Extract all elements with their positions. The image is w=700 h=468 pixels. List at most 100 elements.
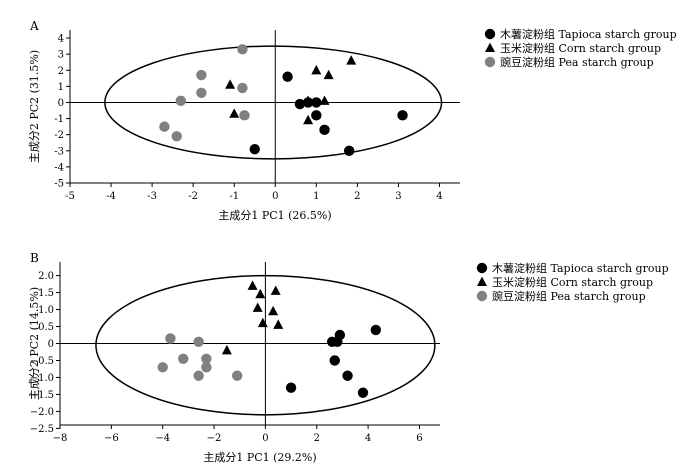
panel-b-label: B [30, 251, 39, 265]
legend-marker [476, 290, 488, 302]
data-point [231, 370, 243, 381]
y-tick-label: 4 [58, 34, 64, 45]
panel-a-axes [69, 30, 460, 184]
legend-entry: 豌豆淀粉组 Pea starch group [492, 289, 646, 303]
panel-b-y-label: 主成分2 PC2 (14.5%) [28, 287, 41, 400]
x-tick-label: -5 [65, 191, 75, 202]
data-point [342, 370, 353, 381]
data-point [255, 288, 266, 299]
panel-b-points [157, 280, 382, 398]
y-tick-label: 2 [58, 66, 64, 77]
y-tick-label: -5 [54, 179, 64, 190]
data-point [294, 98, 306, 110]
data-point [252, 302, 263, 312]
data-point [247, 280, 258, 290]
data-point [239, 110, 250, 121]
legend-marker [484, 56, 496, 68]
data-point [329, 355, 340, 366]
y-tick-label: −1.0 [30, 373, 54, 384]
data-point [323, 69, 334, 80]
legend-marker [484, 28, 496, 40]
x-tick-label: 4 [436, 191, 442, 202]
panel-a-label: A [29, 19, 39, 33]
data-point [357, 387, 369, 398]
data-point [193, 336, 204, 348]
data-point [171, 131, 182, 142]
data-point [346, 55, 357, 65]
y-tick-label: −0.5 [30, 356, 54, 367]
panel-b-x-ticks: −8 −6 −4 −2 0 2 4 6 [53, 425, 423, 444]
y-tick-label: 0 [58, 98, 64, 109]
data-point [196, 87, 207, 99]
data-point [311, 97, 322, 108]
y-tick-label: 0.5 [38, 322, 54, 333]
legend-marker [476, 262, 488, 274]
data-point [319, 95, 330, 105]
y-tick-label: 2.0 [38, 271, 54, 282]
panel-a-x-ticks: -5 -4 -3 -2 -1 0 1 2 3 4 [65, 183, 443, 202]
y-tick-label: 0 [48, 339, 54, 350]
data-point [201, 353, 212, 364]
data-point [303, 114, 314, 125]
y-tick-label: 1 [58, 82, 64, 93]
legend-entry: 木薯淀粉组 Tapioca starch group [500, 27, 677, 41]
panel-a-x-label: 主成分1 PC1 (26.5%) [218, 209, 331, 222]
data-point [343, 145, 355, 156]
data-point [257, 317, 268, 328]
legend-entry: 木薯淀粉组 Tapioca starch group [492, 261, 669, 275]
x-tick-label: -1 [229, 191, 239, 202]
panel-a: A -5 -4 -3 -2 -1 0 1 2 3 4 4 3 2 1 0 -1 -2 -3 -4 -5 主成分1 P… [28, 19, 677, 222]
y-tick-label: -4 [54, 162, 64, 173]
data-point [319, 124, 330, 136]
panel-a-y-label: 主成分2 PC2 (31.5%) [28, 50, 41, 163]
y-tick-label: −1.5 [30, 390, 54, 401]
panel-a-confidence-ellipse [104, 45, 443, 160]
data-point [221, 344, 232, 355]
data-point [193, 370, 204, 381]
data-point [311, 64, 322, 75]
panel-b: B −8 −6 −4 −2 0 2 4 6 2.0 1.5 1.0 0.5 0 −0.5 −1.0 −1.5… [28, 251, 669, 464]
data-point [370, 324, 382, 336]
data-point [229, 108, 240, 118]
data-point [249, 143, 260, 155]
data-point [273, 319, 284, 329]
data-point [159, 121, 170, 132]
panel-b-y-ticks: 2.0 1.5 1.0 0.5 0 −0.5 −1.0 −1.5 −2.0 −2.5 [30, 271, 60, 435]
panel-b-confidence-ellipse [95, 274, 436, 416]
y-tick-label: 1.5 [38, 288, 54, 299]
x-tick-label: −8 [53, 433, 68, 444]
x-tick-label: 1 [313, 191, 319, 202]
x-tick-label: 2 [354, 191, 360, 202]
data-point [196, 69, 207, 81]
legend-marker [477, 276, 487, 287]
y-tick-label: −2.0 [30, 407, 54, 418]
panel-a-y-ticks: 4 3 2 1 0 -1 -2 -3 -4 -5 [54, 34, 70, 190]
data-point [165, 333, 176, 344]
data-point [303, 95, 314, 105]
x-tick-label: 0 [272, 191, 278, 202]
data-point [282, 71, 293, 82]
data-point [175, 95, 187, 107]
data-point [225, 79, 236, 89]
y-tick-label: −2.5 [30, 424, 54, 435]
x-tick-label: 4 [365, 433, 371, 444]
legend-marker [485, 42, 495, 53]
y-tick-label: 3 [58, 50, 64, 61]
y-tick-label: -1 [54, 114, 64, 125]
data-point [201, 362, 212, 373]
x-tick-label: 0 [262, 433, 268, 444]
data-point [237, 44, 248, 55]
legend-entry: 豌豆淀粉组 Pea starch group [500, 55, 654, 69]
x-tick-label: −2 [207, 433, 222, 444]
x-tick-label: 2 [314, 433, 320, 444]
data-point [285, 382, 297, 393]
y-tick-label: -3 [54, 146, 64, 157]
legend-entry: 玉米淀粉组 Corn starch group [492, 275, 653, 289]
data-point [270, 285, 281, 295]
data-point [334, 329, 346, 341]
x-tick-label: −6 [104, 433, 119, 444]
data-point [268, 305, 279, 316]
